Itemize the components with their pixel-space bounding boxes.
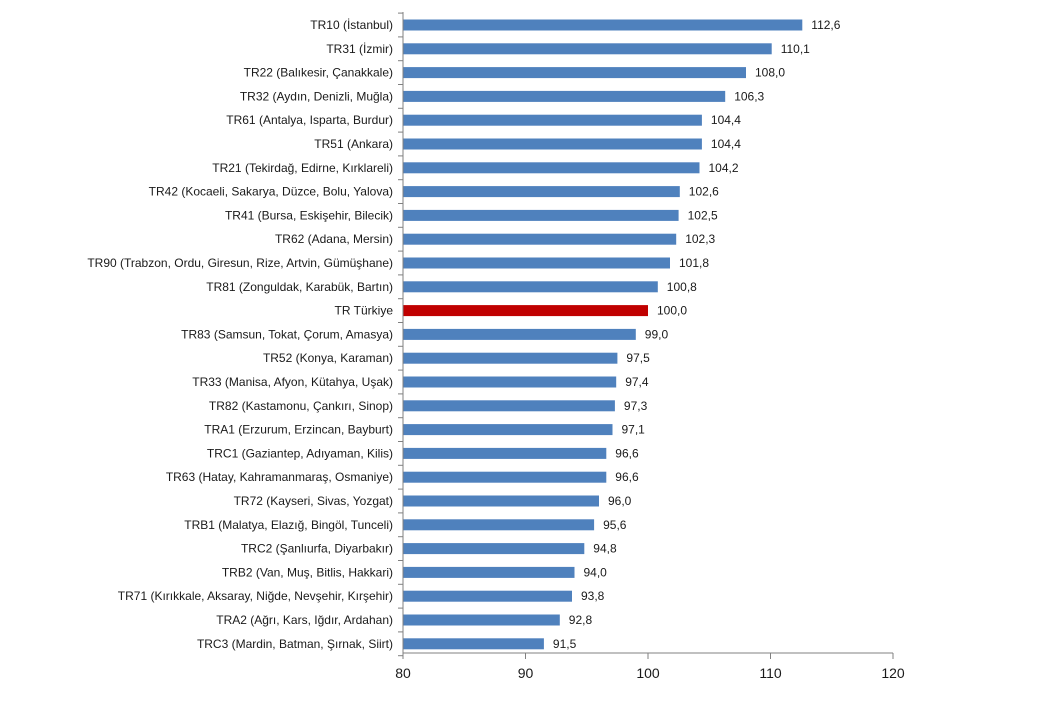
value-label: 102,6 xyxy=(689,185,719,199)
category-label: TR51 (Ankara) xyxy=(314,137,393,151)
bar xyxy=(403,162,700,174)
category-label: TR42 (Kocaeli, Sakarya, Düzce, Bolu, Yal… xyxy=(149,185,393,199)
bar xyxy=(403,614,560,626)
category-label: TR62 (Adana, Mersin) xyxy=(275,232,393,246)
value-label: 96,0 xyxy=(608,494,632,508)
category-label: TRC2 (Şanlıurfa, Diyarbakır) xyxy=(241,542,393,556)
category-label: TR31 (İzmir) xyxy=(326,42,393,56)
bar xyxy=(403,281,658,293)
bar xyxy=(403,233,677,245)
x-tick-label: 90 xyxy=(518,665,534,681)
bar xyxy=(403,566,575,578)
value-label: 94,0 xyxy=(584,565,608,579)
x-tick-label: 120 xyxy=(881,665,905,681)
bar xyxy=(403,114,702,126)
bars-group xyxy=(403,19,803,650)
category-label: TR82 (Kastamonu, Çankırı, Sinop) xyxy=(209,399,393,413)
axes-group: 80 90 100 110 120 xyxy=(395,12,905,681)
bar xyxy=(403,590,572,602)
bar xyxy=(403,447,607,459)
value-label: 100,8 xyxy=(667,280,697,294)
category-label: TRA2 (Ağrı, Kars, Iğdır, Ardahan) xyxy=(216,613,393,627)
value-label: 100,0 xyxy=(657,304,687,318)
x-tick-label: 110 xyxy=(759,665,782,681)
value-label: 97,4 xyxy=(625,375,649,389)
category-label: TRB1 (Malatya, Elazığ, Bingöl, Tunceli) xyxy=(184,518,393,532)
bar xyxy=(403,138,702,150)
x-tick-label: 80 xyxy=(395,665,411,681)
value-label: 110,1 xyxy=(781,42,810,56)
value-label: 102,5 xyxy=(688,208,718,222)
category-label: TRC3 (Mardin, Batman, Şırnak, Siirt) xyxy=(197,637,393,651)
category-label: TR10 (İstanbul) xyxy=(310,18,393,32)
bar xyxy=(403,90,726,102)
category-label: TR83 (Samsun, Tokat, Çorum, Amasya) xyxy=(181,327,393,341)
bar xyxy=(403,543,585,555)
bar xyxy=(403,424,613,436)
bar xyxy=(403,495,599,507)
bar xyxy=(403,519,595,531)
bar xyxy=(403,19,803,31)
category-label: TR22 (Balıkesir, Çanakkale) xyxy=(244,66,393,80)
value-label: 104,4 xyxy=(711,137,741,151)
value-label: 95,6 xyxy=(603,518,627,532)
bar xyxy=(403,638,544,650)
category-label: TR81 (Zonguldak, Karabük, Bartın) xyxy=(206,280,393,294)
value-label: 96,6 xyxy=(615,446,639,460)
value-label: 91,5 xyxy=(553,637,577,651)
bar xyxy=(403,376,617,388)
bar xyxy=(403,471,607,483)
bar xyxy=(403,400,615,412)
value-label: 106,3 xyxy=(734,89,764,103)
value-label: 108,0 xyxy=(755,66,785,80)
value-label: 96,6 xyxy=(615,470,639,484)
value-label: 112,6 xyxy=(811,18,840,32)
bar xyxy=(403,67,746,79)
bar xyxy=(403,43,772,55)
category-label: TR71 (Kırıkkale, Aksaray, Niğde, Nevşehi… xyxy=(118,589,393,603)
bar xyxy=(403,352,618,364)
value-label: 94,8 xyxy=(593,542,617,556)
category-label: TR63 (Hatay, Kahramanmaraş, Osmaniye) xyxy=(166,470,393,484)
category-label: TR90 (Trabzon, Ordu, Giresun, Rize, Artv… xyxy=(87,256,393,270)
category-label: TR72 (Kayseri, Sivas, Yozgat) xyxy=(234,494,393,508)
value-label: 104,4 xyxy=(711,113,741,127)
category-label: TRC1 (Gaziantep, Adıyaman, Kilis) xyxy=(207,446,393,460)
value-label: 97,3 xyxy=(624,399,648,413)
category-label: TR52 (Konya, Karaman) xyxy=(263,351,393,365)
bar xyxy=(403,209,679,221)
category-label: TRB2 (Van, Muş, Bitlis, Hakkari) xyxy=(222,565,393,579)
bar-highlight xyxy=(403,305,648,317)
category-labels-group: TR10 (İstanbul) TR31 (İzmir) TR22 (Balıkes… xyxy=(87,18,393,651)
category-label: TR61 (Antalya, Isparta, Burdur) xyxy=(226,113,393,127)
x-tick-label: 100 xyxy=(636,665,660,681)
category-label: TR41 (Bursa, Eskişehir, Bilecik) xyxy=(225,208,393,222)
category-label: TR32 (Aydın, Denizli, Muğla) xyxy=(240,89,393,103)
value-label: 99,0 xyxy=(645,327,669,341)
category-label: TRA1 (Erzurum, Erzincan, Bayburt) xyxy=(204,423,393,437)
value-label: 93,8 xyxy=(581,589,605,603)
bar xyxy=(403,328,636,340)
category-label: TR Türkiye xyxy=(335,304,394,318)
category-label: TR33 (Manisa, Afyon, Kütahya, Uşak) xyxy=(192,375,393,389)
value-label: 97,1 xyxy=(622,423,646,437)
value-label: 92,8 xyxy=(569,613,593,627)
bar xyxy=(403,186,680,198)
category-label: TR21 (Tekirdağ, Edirne, Kırklareli) xyxy=(212,161,393,175)
value-label: 97,5 xyxy=(626,351,650,365)
value-label: 102,3 xyxy=(685,232,715,246)
value-label: 101,8 xyxy=(679,256,709,270)
bar xyxy=(403,257,670,269)
value-label: 104,2 xyxy=(709,161,739,175)
